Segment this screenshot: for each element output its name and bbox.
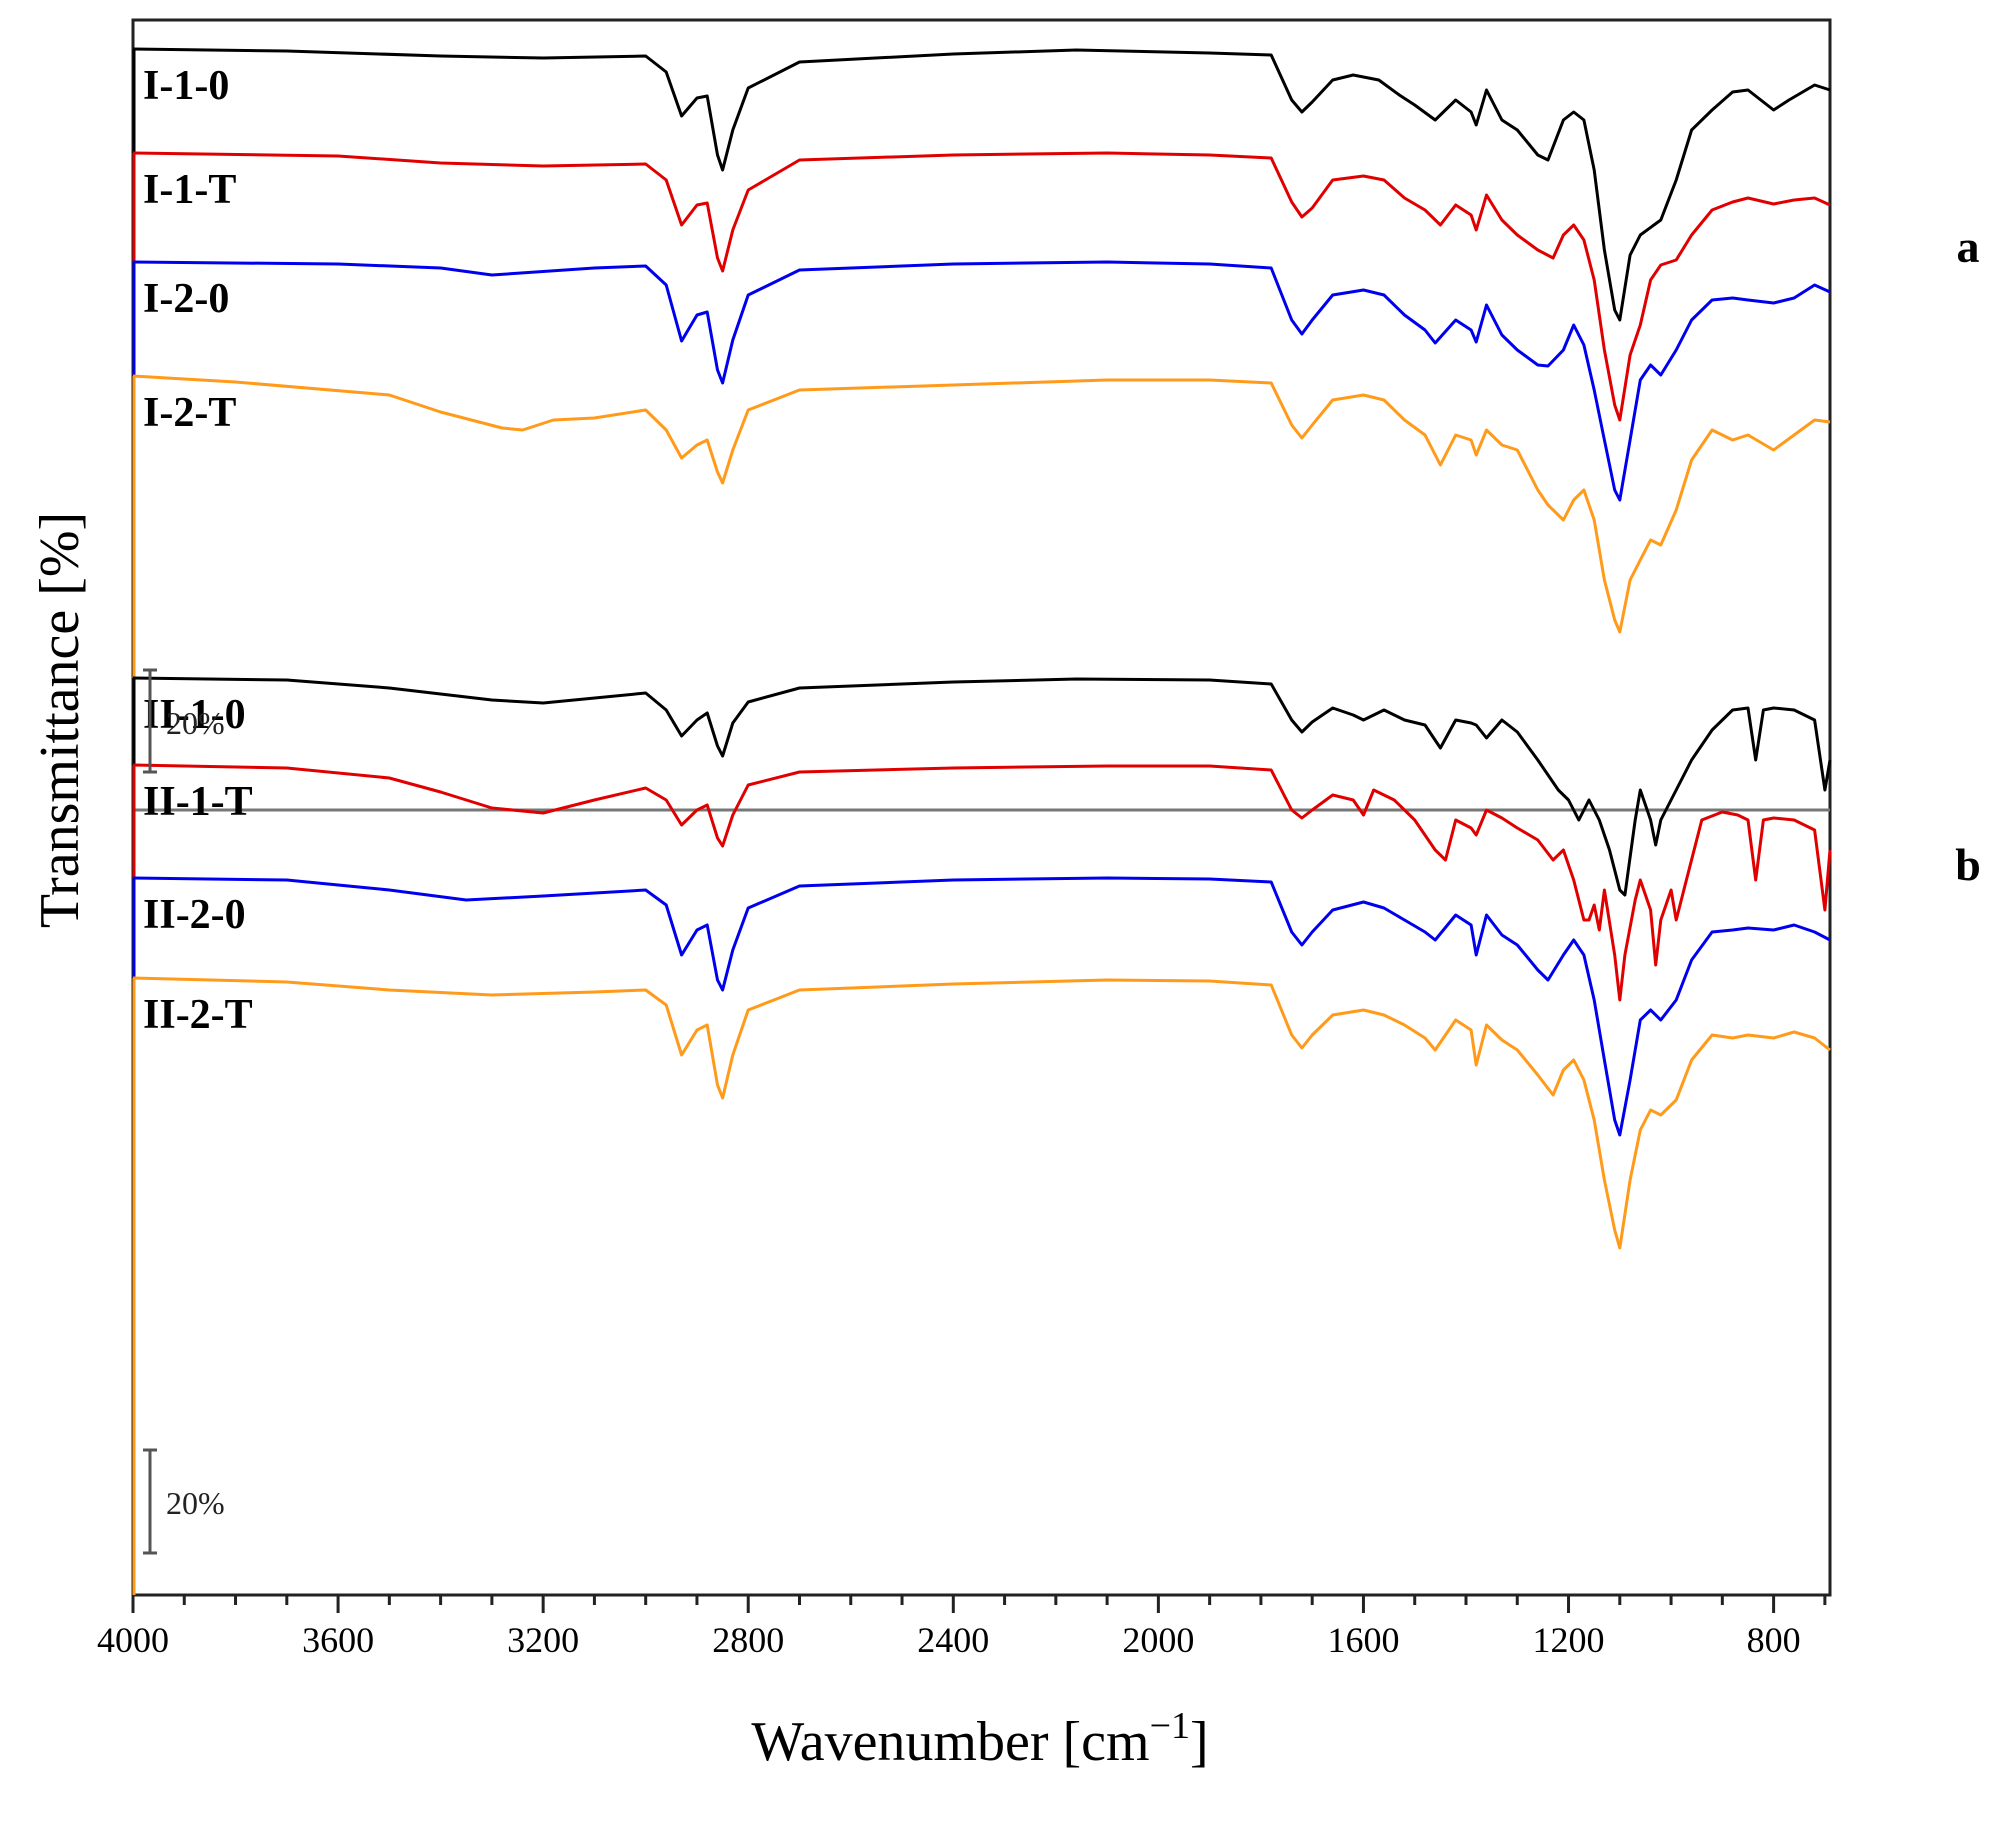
series-label-i-1-0: I-1-0 bbox=[143, 63, 229, 109]
x-tick-label-3200: 3200 bbox=[507, 1620, 579, 1660]
panel-label-b: b bbox=[1955, 839, 1981, 890]
x-axis-ticks: 4000 3600 3200 2800 2400 2000 1600 1200 800 bbox=[97, 1595, 1827, 1660]
x-tick-label-4000: 4000 bbox=[97, 1620, 169, 1660]
scale-bar-label-a: 20% bbox=[166, 705, 225, 741]
series-label-i-2-0: I-2-0 bbox=[143, 276, 229, 322]
x-tick-label-2800: 2800 bbox=[712, 1620, 784, 1660]
x-tick-label-1600: 1600 bbox=[1327, 1620, 1399, 1660]
scale-bar-label-b: 20% bbox=[166, 1485, 225, 1521]
series-line-ii-1-0 bbox=[132, 676, 1832, 897]
series-label-i-2-t: I-2-T bbox=[143, 390, 236, 436]
series-label-ii-1-t: II-1-T bbox=[143, 779, 253, 825]
series-line-ii-2-t bbox=[132, 976, 1831, 1250]
series-layer bbox=[132, 47, 1832, 1595]
series-label-ii-2-t: II-2-T bbox=[143, 992, 253, 1038]
series-line-ii-1-t bbox=[132, 763, 1832, 1002]
scale-bar-b: 20% bbox=[143, 1448, 225, 1555]
series-line-i-2-t bbox=[132, 374, 1831, 634]
series-line-i-1-0 bbox=[132, 47, 1831, 322]
series-label-ii-1-0: II-1-0 bbox=[143, 692, 246, 738]
x-tick-label-1200: 1200 bbox=[1533, 1620, 1605, 1660]
series-line-ii-2-0 bbox=[132, 876, 1831, 1137]
x-tick-label-2400: 2400 bbox=[917, 1620, 989, 1660]
series-line-i-1-t bbox=[132, 151, 1831, 422]
x-axis-title: Wavenumber [cm−1] bbox=[751, 1705, 1208, 1773]
x-tick-label-3600: 3600 bbox=[302, 1620, 374, 1660]
scale-bar-a: 20% bbox=[143, 668, 225, 774]
x-tick-label-2000: 2000 bbox=[1122, 1620, 1194, 1660]
series-label-ii-2-0: II-2-0 bbox=[143, 892, 246, 938]
series-label-i-1-t: I-1-T bbox=[143, 167, 236, 213]
series-line-i-2-0 bbox=[132, 260, 1831, 502]
series-labels: I-1-0 I-1-T I-2-0 I-2-T II-1-0 II-1-T II-2-0 II… bbox=[143, 63, 253, 1038]
x-tick-label-800: 800 bbox=[1747, 1620, 1801, 1660]
panel-label-a: a bbox=[1957, 221, 1980, 272]
x-axis-title-main: Wavenumber [cm bbox=[751, 1711, 1149, 1773]
y-axis-title: Transmittance [%] bbox=[29, 512, 91, 928]
x-axis-title-sup: −1 bbox=[1150, 1705, 1190, 1747]
x-axis-title-close: ] bbox=[1190, 1711, 1209, 1773]
